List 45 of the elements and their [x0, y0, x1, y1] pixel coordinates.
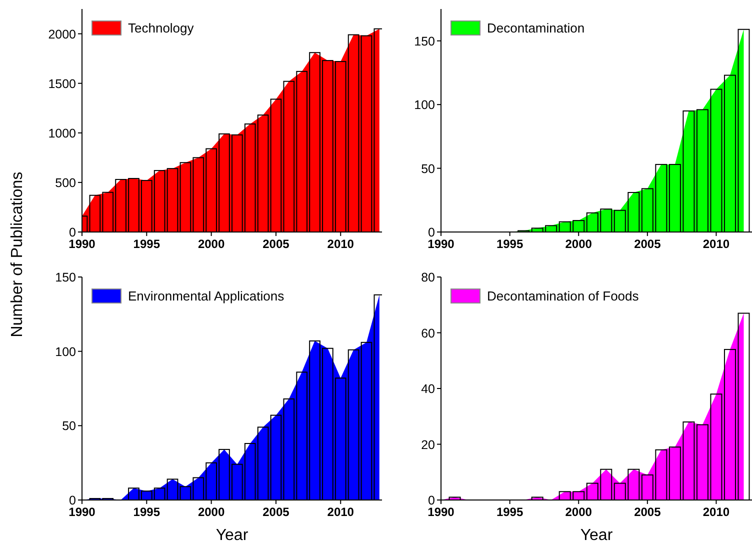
x-tick-label: 2010	[702, 237, 730, 251]
x-tick-label: 2010	[327, 237, 354, 251]
legend-label: Environmental Applications	[128, 288, 285, 304]
x-tick-label: 1990	[428, 505, 455, 519]
y-tick-label: 1500	[48, 76, 76, 91]
x-tick-label: 2005	[262, 237, 290, 251]
y-tick-label: 50	[62, 419, 76, 434]
y-tick-label: 20	[421, 438, 436, 452]
y-tick-label: 0	[69, 226, 76, 240]
x-tick-label: 2005	[634, 237, 662, 251]
legend-label: Technology	[128, 20, 194, 36]
x-tick-label: 1990	[428, 237, 455, 251]
x-tick-label: 2000	[198, 237, 225, 251]
legend-label: Decontamination	[487, 20, 585, 36]
y-tick-label: 60	[421, 326, 436, 340]
x-tick-label: 1990	[68, 505, 96, 519]
x-tick-label: 1990	[68, 237, 96, 251]
y-tick-label: 100	[55, 344, 76, 359]
x-axis-title: Year	[216, 527, 249, 544]
y-tick-label: 0	[428, 494, 436, 508]
y-tick-label: 1000	[48, 126, 76, 140]
x-tick-label: 2010	[702, 505, 730, 519]
y-tick-label: 0	[428, 226, 436, 240]
y-tick-label: 150	[55, 270, 76, 284]
x-tick-label: 1995	[133, 237, 160, 251]
y-tick-label: 40	[421, 382, 436, 396]
x-tick-label: 2000	[565, 237, 592, 251]
x-tick-label: 1995	[496, 505, 524, 519]
x-tick-label: 2005	[262, 505, 290, 519]
y-tick-label: 150	[414, 34, 436, 48]
y-tick-label: 500	[55, 176, 76, 190]
x-tick-label: 2000	[565, 505, 592, 519]
y-tick-label: 0	[69, 494, 76, 508]
x-axis-title: Year	[580, 527, 614, 544]
y-tick-label: 80	[421, 270, 436, 284]
y-axis-title: Number of Publications	[9, 172, 26, 338]
y-tick-label: 2000	[48, 27, 76, 42]
x-tick-label: 2000	[198, 505, 225, 519]
y-tick-label: 50	[421, 162, 436, 176]
x-tick-label: 2005	[634, 505, 662, 519]
y-tick-label: 100	[414, 98, 436, 112]
x-tick-label: 1995	[133, 505, 160, 519]
x-tick-label: 1995	[496, 237, 524, 251]
x-tick-label: 2010	[327, 505, 354, 519]
legend-label: Decontamination of Foods	[487, 288, 640, 304]
